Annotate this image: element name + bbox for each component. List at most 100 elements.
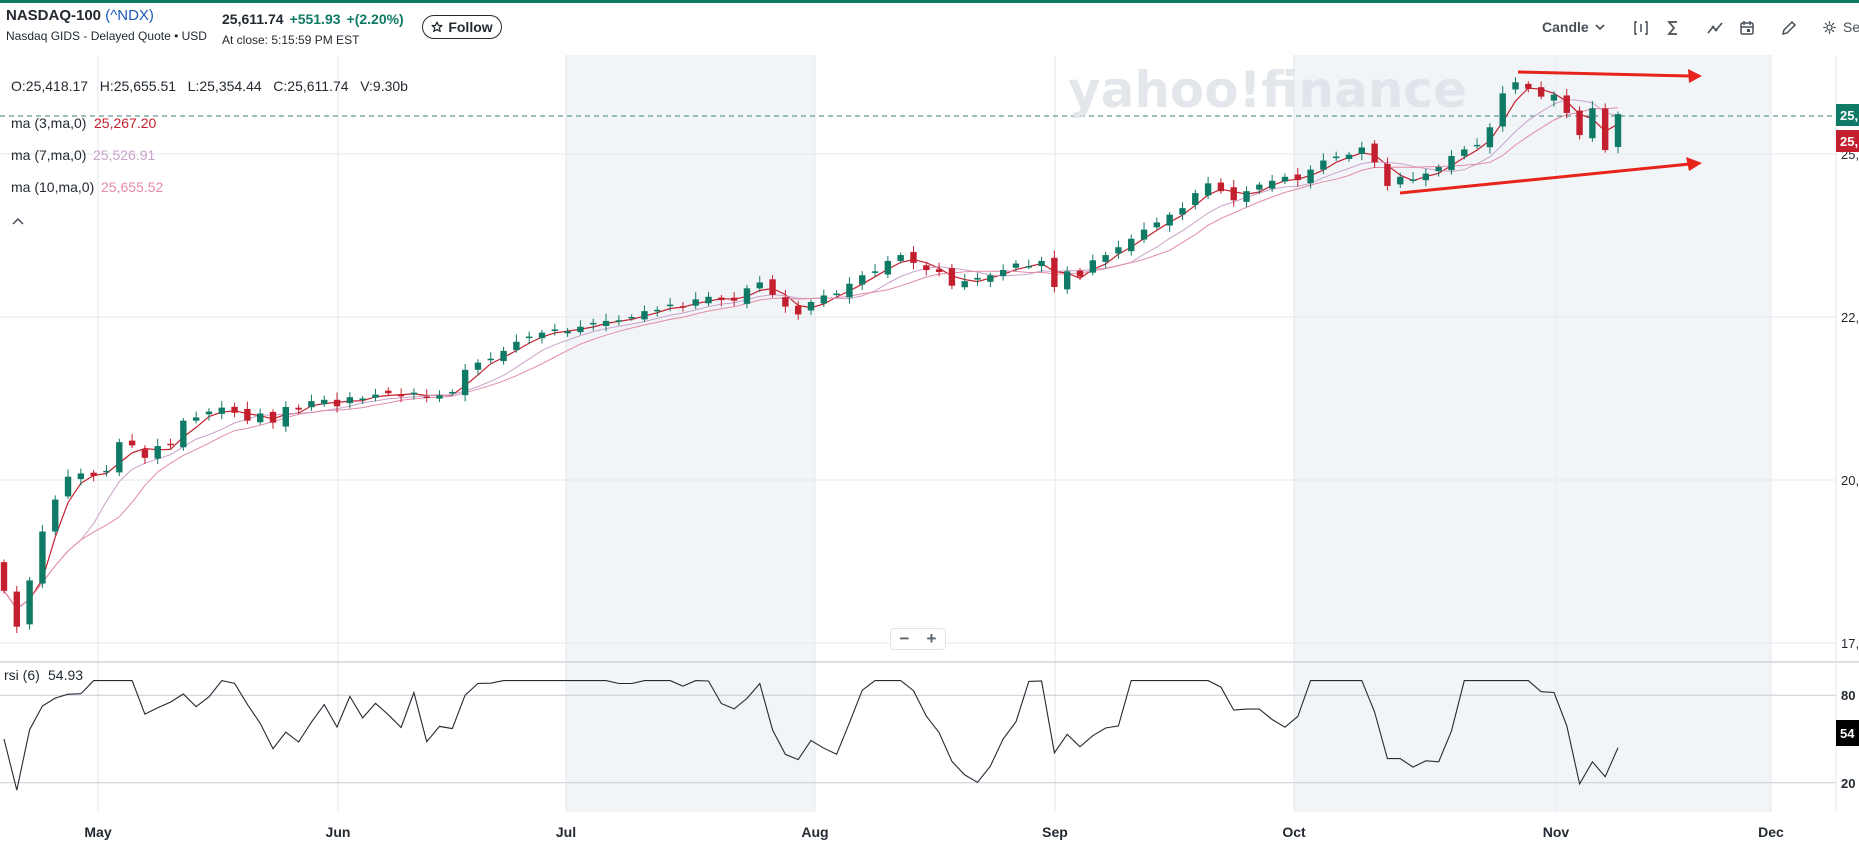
candle bbox=[654, 309, 661, 312]
x-tick-aug: Aug bbox=[801, 824, 828, 840]
candle bbox=[782, 297, 789, 307]
candle bbox=[1435, 167, 1442, 172]
candle bbox=[577, 326, 584, 333]
index-symbol[interactable]: (^NDX) bbox=[105, 7, 154, 24]
candle bbox=[180, 420, 187, 448]
close-time: At close: 5:15:59 PM EST bbox=[222, 33, 360, 47]
y-axis: 25,22,20,17,5802025,25,54 bbox=[1836, 104, 1859, 791]
ma10-label: ma (10,ma,0) bbox=[11, 179, 94, 195]
plus-icon[interactable]: + bbox=[926, 629, 937, 648]
candle bbox=[1294, 174, 1301, 181]
candle bbox=[833, 293, 840, 296]
ma10-value: 25,655.52 bbox=[101, 179, 163, 195]
exchange-info: Nasdaq GIDS - Delayed Quote • USD bbox=[6, 29, 207, 43]
candle bbox=[1422, 173, 1430, 181]
candle bbox=[487, 358, 494, 361]
candle bbox=[1192, 193, 1199, 205]
pencil-icon[interactable] bbox=[1780, 19, 1798, 37]
rsi-tick: 80 bbox=[1841, 688, 1855, 703]
candle bbox=[1320, 160, 1327, 170]
candle bbox=[602, 320, 610, 326]
chart-type-label: Candle bbox=[1542, 19, 1589, 35]
candle bbox=[628, 317, 635, 319]
candle bbox=[141, 449, 149, 458]
settings-button[interactable]: Se bbox=[1822, 19, 1859, 35]
candle bbox=[192, 417, 200, 421]
candle bbox=[13, 591, 21, 627]
comparison-icon[interactable] bbox=[1632, 19, 1650, 37]
x-tick-sep: Sep bbox=[1042, 824, 1068, 840]
candle bbox=[1076, 270, 1084, 277]
candle bbox=[1589, 108, 1596, 139]
candle bbox=[884, 260, 892, 275]
x-tick-jun: Jun bbox=[326, 824, 351, 840]
candle bbox=[1038, 260, 1045, 267]
price-tag: 25, bbox=[1840, 108, 1858, 123]
candle bbox=[1051, 257, 1058, 288]
candle bbox=[807, 302, 815, 311]
x-tick-dec: Dec bbox=[1758, 824, 1784, 840]
candle bbox=[1332, 156, 1340, 159]
arrow-upper-head bbox=[1688, 69, 1702, 83]
x-tick-nov: Nov bbox=[1543, 824, 1570, 840]
candle bbox=[718, 297, 725, 301]
candlestick-series bbox=[0, 77, 1622, 633]
zoom-controls: − + bbox=[890, 628, 946, 650]
candle bbox=[590, 322, 597, 325]
candle bbox=[1140, 229, 1148, 240]
candle bbox=[308, 401, 315, 408]
candle bbox=[385, 390, 392, 394]
candle bbox=[26, 580, 33, 625]
candle bbox=[1115, 247, 1122, 254]
candle bbox=[679, 306, 687, 308]
candle bbox=[449, 391, 456, 394]
candle bbox=[295, 407, 302, 410]
ma7-label: ma (7,ma,0) bbox=[11, 147, 86, 163]
candle bbox=[77, 473, 85, 480]
candle bbox=[1230, 187, 1237, 201]
price-change: +551.93 bbox=[289, 11, 341, 27]
candle bbox=[282, 406, 290, 427]
minus-icon[interactable]: − bbox=[899, 629, 910, 648]
candle bbox=[1243, 191, 1250, 202]
candle bbox=[116, 442, 123, 473]
calendar-icon[interactable] bbox=[1738, 19, 1756, 37]
sigma-icon[interactable] bbox=[1664, 19, 1682, 37]
candle bbox=[1153, 222, 1161, 228]
candle bbox=[1550, 94, 1558, 101]
follow-button[interactable]: Follow bbox=[422, 15, 502, 39]
candle bbox=[820, 295, 828, 304]
chart-type-dropdown[interactable]: Candle bbox=[1542, 19, 1605, 35]
shade-jul bbox=[566, 55, 815, 812]
index-name: NASDAQ-100 bbox=[6, 7, 102, 24]
line-icon[interactable] bbox=[1706, 19, 1724, 37]
top-accent-bar bbox=[0, 0, 1859, 3]
candle bbox=[1499, 93, 1506, 127]
last-price: 25,611.74 bbox=[222, 11, 284, 27]
candle bbox=[910, 251, 917, 263]
chevron-up-icon[interactable] bbox=[12, 217, 24, 225]
candle bbox=[231, 406, 238, 413]
candle bbox=[692, 299, 699, 306]
candle bbox=[615, 320, 623, 322]
star-icon bbox=[431, 21, 443, 33]
gear-icon bbox=[1823, 20, 1836, 34]
candle bbox=[359, 398, 366, 400]
price-tag-bg bbox=[1836, 130, 1859, 152]
month-shading bbox=[566, 55, 1771, 812]
rsi-tag-bg bbox=[1836, 720, 1859, 746]
candle bbox=[935, 269, 943, 273]
candle bbox=[256, 413, 264, 423]
candle bbox=[218, 407, 225, 414]
price-tag: 25, bbox=[1840, 134, 1858, 149]
follow-label: Follow bbox=[448, 19, 493, 35]
candle bbox=[1179, 208, 1186, 215]
candle bbox=[1486, 127, 1494, 148]
ohlcv-readout: O:25,418.17 H:25,655.51 L:25,354.44 C:25… bbox=[11, 78, 408, 94]
candle bbox=[1025, 266, 1032, 268]
candle bbox=[859, 275, 866, 285]
ma3-label: ma (3,ma,0) bbox=[11, 115, 86, 131]
candle bbox=[1512, 82, 1519, 90]
x-tick-oct: Oct bbox=[1282, 824, 1306, 840]
